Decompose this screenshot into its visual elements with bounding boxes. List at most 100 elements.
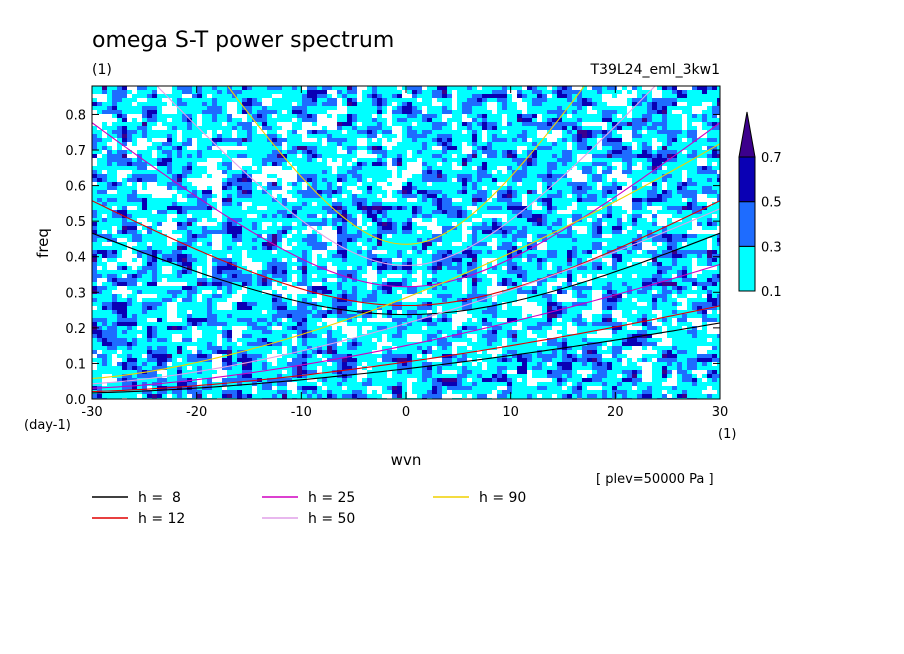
- field-cell: [227, 186, 232, 190]
- field-cell: [517, 178, 522, 182]
- field-cell: [697, 238, 702, 242]
- field-cell: [152, 238, 157, 242]
- field-cell: [352, 134, 357, 138]
- field-cell: [267, 274, 272, 278]
- field-cell: [702, 250, 707, 254]
- field-cell: [297, 218, 302, 222]
- field-cell: [482, 182, 487, 186]
- field-cell: [672, 194, 677, 198]
- field-cell: [542, 210, 547, 214]
- field-cell: [642, 142, 647, 146]
- field-cell: [297, 178, 302, 182]
- field-cell: [527, 214, 532, 218]
- field-cell: [142, 150, 147, 154]
- field-cell: [312, 170, 317, 174]
- field-cell: [407, 254, 412, 258]
- field-cell: [662, 86, 667, 90]
- field-cell: [162, 202, 167, 206]
- field-cell: [347, 94, 352, 98]
- field-cell: [477, 186, 482, 190]
- field-cell: [612, 166, 617, 170]
- field-cell: [227, 258, 232, 262]
- field-cell: [527, 126, 532, 130]
- field-cell: [582, 186, 587, 190]
- field-cell: [242, 130, 247, 134]
- field-cell: [322, 194, 327, 198]
- field-cell: [507, 142, 512, 146]
- field-cell: [507, 106, 512, 110]
- field-cell: [92, 266, 97, 270]
- field-cell: [662, 118, 667, 122]
- field-cell: [472, 162, 477, 166]
- field-cell: [477, 250, 482, 254]
- field-cell: [697, 262, 702, 266]
- field-cell: [222, 238, 227, 242]
- field-cell: [517, 206, 522, 210]
- field-cell: [587, 210, 592, 214]
- field-cell: [677, 198, 682, 202]
- field-cell: [677, 234, 682, 238]
- field-cell: [607, 214, 612, 218]
- field-cell: [392, 262, 397, 266]
- field-cell: [682, 258, 687, 262]
- field-cell: [637, 150, 642, 154]
- field-cell: [212, 218, 217, 222]
- field-cell: [572, 98, 577, 102]
- field-cell: [522, 162, 527, 166]
- field-cell: [202, 170, 207, 174]
- field-cell: [417, 210, 422, 214]
- field-cell: [332, 194, 337, 198]
- field-cell: [127, 234, 132, 238]
- field-cell: [692, 142, 697, 146]
- field-cell: [677, 146, 682, 150]
- field-cell: [657, 202, 662, 206]
- field-cell: [352, 250, 357, 254]
- field-cell: [112, 258, 117, 262]
- field-cell: [647, 238, 652, 242]
- field-cell: [92, 202, 97, 206]
- field-cell: [117, 138, 122, 142]
- field-cell: [582, 218, 587, 222]
- field-cell: [462, 162, 467, 166]
- field-cell: [172, 202, 177, 206]
- field-cell: [272, 106, 277, 110]
- field-cell: [347, 174, 352, 178]
- field-cell: [157, 170, 162, 174]
- field-cell: [597, 242, 602, 246]
- field-cell: [267, 210, 272, 214]
- field-cell: [232, 254, 237, 258]
- field-cell: [247, 242, 252, 246]
- field-cell: [492, 94, 497, 98]
- field-cell: [267, 182, 272, 186]
- field-cell: [357, 250, 362, 254]
- field-cell: [237, 206, 242, 210]
- field-cell: [207, 246, 212, 250]
- field-cell: [142, 262, 147, 266]
- field-cell: [532, 106, 537, 110]
- field-cell: [587, 102, 592, 106]
- field-cell: [92, 222, 97, 226]
- field-cell: [377, 218, 382, 222]
- field-cell: [657, 126, 662, 130]
- field-cell: [527, 86, 532, 90]
- field-cell: [317, 146, 322, 150]
- subtitle-left: (1): [92, 62, 112, 78]
- field-cell: [507, 126, 512, 130]
- field-cell: [97, 258, 102, 262]
- field-cell: [677, 206, 682, 210]
- field-cell: [542, 150, 547, 154]
- field-cell: [407, 214, 412, 218]
- field-cell: [547, 142, 552, 146]
- field-cell: [267, 254, 272, 258]
- field-cell: [472, 258, 477, 262]
- field-cell: [422, 94, 427, 98]
- field-cell: [107, 250, 112, 254]
- field-cell: [192, 154, 197, 158]
- field-cell: [172, 118, 177, 122]
- field-cell: [712, 190, 717, 194]
- field-cell: [372, 230, 377, 234]
- field-cell: [412, 182, 417, 186]
- field-cell: [352, 166, 357, 170]
- field-cell: [422, 214, 427, 218]
- field-cell: [162, 238, 167, 242]
